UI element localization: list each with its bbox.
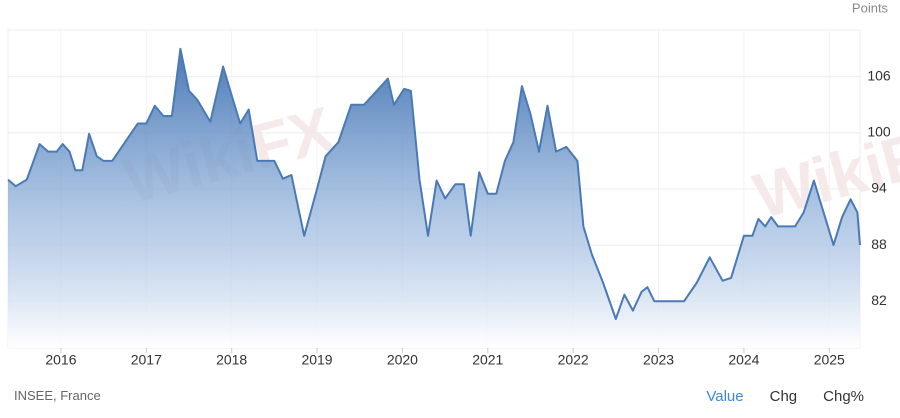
x-tick-label: 2024	[728, 352, 759, 368]
y-tick-label: 94	[871, 180, 887, 196]
x-tick-label: 2022	[558, 352, 589, 368]
y-tick-label: 82	[871, 292, 887, 308]
tabs: Value Chg Chg%	[706, 388, 864, 405]
x-tick-label: 2017	[131, 352, 162, 368]
y-tick-label: 100	[867, 124, 891, 140]
x-tick-label: 2018	[216, 352, 247, 368]
x-tick-label: 2021	[472, 352, 503, 368]
y-tick-label: 88	[871, 236, 887, 252]
x-tick-label: 2023	[643, 352, 674, 368]
x-tick-label: 2025	[814, 352, 845, 368]
line	[7, 47, 861, 320]
x-tick-label: 2020	[387, 352, 418, 368]
tab[interactable]: Chg	[769, 388, 798, 405]
y-axis-label: Points	[852, 0, 889, 15]
chart: Points WikiFX WikiFX 8288941001062016201…	[7, 0, 900, 368]
source: INSEE, France	[14, 388, 101, 403]
y-tick-label: 106	[867, 67, 891, 83]
tab[interactable]: Value	[706, 388, 744, 405]
x-tick-label: 2016	[45, 352, 76, 368]
tab[interactable]: Chg%	[823, 388, 864, 405]
x-tick-label: 2019	[301, 352, 332, 368]
